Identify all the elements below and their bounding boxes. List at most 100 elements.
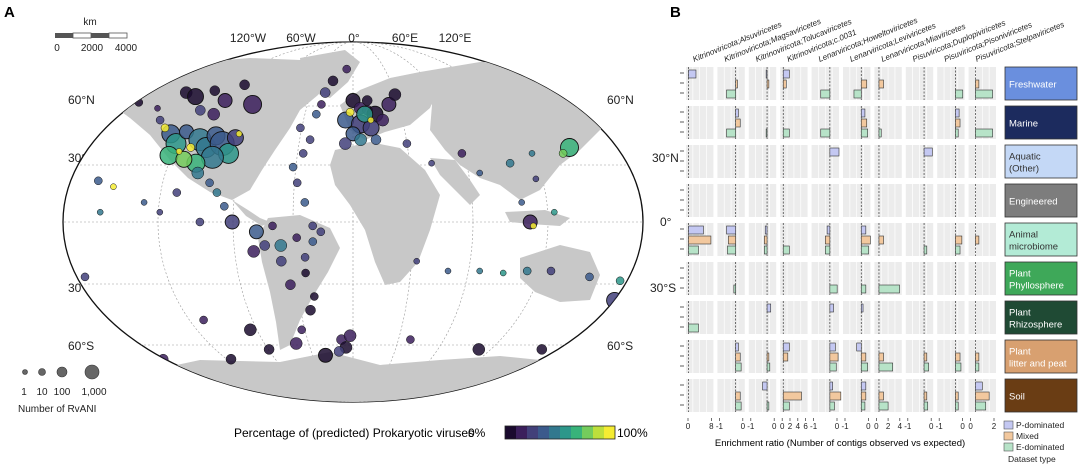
x-tick-label: 0 <box>866 422 871 431</box>
enrichment-bar <box>764 225 768 235</box>
enrichment-bar <box>860 235 871 245</box>
sample-point <box>499 269 507 277</box>
sample-point <box>199 315 208 325</box>
enrichment-bar <box>764 245 768 255</box>
enrichment-bar <box>735 362 742 372</box>
x-tick-label: -1 <box>716 422 724 431</box>
sample-point <box>175 148 183 155</box>
enrichment-bar <box>860 225 867 235</box>
sample-point <box>308 221 317 231</box>
lon-label: 120°W <box>230 31 267 45</box>
sample-point <box>160 123 170 133</box>
sample-point <box>288 162 298 172</box>
enrichment-bar <box>782 79 787 89</box>
sample-point <box>276 255 287 267</box>
legend-swatch-e-dominated <box>1003 442 1014 452</box>
enrichment-bar <box>975 352 980 362</box>
sample-point <box>217 93 233 108</box>
legend-label: Mixed <box>1016 431 1039 441</box>
enrichment-bar <box>766 303 772 313</box>
sample-point <box>205 178 214 188</box>
colorbar-step <box>604 426 615 439</box>
color-legend: Percentage of (predicted) Prokaryotic vi… <box>234 425 648 440</box>
enrichment-bar <box>826 225 831 235</box>
sample-point <box>472 343 486 356</box>
color-legend-bar <box>504 425 616 440</box>
enrichment-bar <box>923 147 933 157</box>
enrichment-bar <box>829 391 842 401</box>
sample-point <box>172 188 182 197</box>
x-tick-label: 0 <box>874 422 879 431</box>
sample-point <box>444 267 452 275</box>
sample-point <box>457 149 467 158</box>
category-label: Plant <box>1009 308 1031 319</box>
sample-point <box>220 202 229 211</box>
enrichment-bar <box>735 118 741 128</box>
enrichment-bar <box>688 225 704 235</box>
enrichment-xlabel: Enrichment ratio (Number of contigs obse… <box>715 438 965 449</box>
sample-point <box>224 214 240 230</box>
lon-label: 120°E <box>439 31 472 45</box>
lat-label-right: 30°S <box>650 281 676 295</box>
enrichment-bar <box>824 235 831 245</box>
lon-label: 60°E <box>392 31 418 45</box>
enrichment-bar <box>766 401 770 411</box>
scale-unit: km <box>83 17 96 28</box>
enrichment-bar <box>829 381 833 391</box>
enrichment-bar <box>829 401 835 411</box>
enrichment-bar <box>856 342 862 352</box>
enrichment-bar <box>782 391 802 401</box>
colorbar-step <box>516 426 527 439</box>
category-swatch <box>1004 66 1078 101</box>
enrichment-bar <box>726 128 736 138</box>
x-tick-label: 0 <box>960 422 965 431</box>
x-tick-label: -1 <box>936 422 944 431</box>
enrichment-bar <box>860 284 867 294</box>
enrichment-bar <box>860 128 868 138</box>
colorbar-step <box>593 426 604 439</box>
category-label: Rhizosphere <box>1009 320 1062 331</box>
enrichment-bar <box>829 342 836 352</box>
enrichment-bar <box>955 401 959 411</box>
enrichment-bar <box>782 401 790 411</box>
colorbar-step <box>582 426 593 439</box>
x-tick-label: 8 <box>709 422 714 431</box>
sample-point <box>367 116 375 124</box>
size-legend-title: Number of RvANI <box>18 404 96 415</box>
sample-point <box>274 239 288 252</box>
scale-tick: 2000 <box>81 43 104 54</box>
enrichment-bar <box>878 235 884 245</box>
scale-segment <box>72 32 92 39</box>
enrichment-bar <box>860 381 867 391</box>
land-australia <box>520 245 600 302</box>
sample-point <box>528 150 536 157</box>
x-tick-label: 2 <box>788 422 793 431</box>
sample-point <box>370 134 382 145</box>
enrichment-bar <box>728 235 736 245</box>
enrichment-bar <box>860 391 867 401</box>
sample-point <box>532 175 540 183</box>
enrichment-bar <box>923 391 928 401</box>
category-box: Soil <box>1004 378 1078 413</box>
sample-point <box>301 268 310 278</box>
x-tick-label: 0 <box>780 422 785 431</box>
sample-point <box>413 257 420 265</box>
category-label: Aquatic <box>1009 152 1041 163</box>
sample-point <box>296 123 305 133</box>
category-label: Soil <box>1009 392 1025 403</box>
x-tick-label: -1 <box>841 422 849 431</box>
category-swatch <box>1004 339 1078 374</box>
color-legend-title: Percentage of (predicted) Prokaryotic vi… <box>234 426 474 440</box>
sample-point <box>157 353 169 365</box>
enrichment-bar <box>782 342 790 352</box>
x-tick-label: -1 <box>904 422 912 431</box>
lat-label-right: 60°S <box>607 339 633 353</box>
scale-segment <box>55 33 73 38</box>
scale-tick: 0 <box>54 43 60 54</box>
sample-point <box>243 94 263 114</box>
sample-point <box>428 159 435 167</box>
x-tick-label: 0 <box>741 422 746 431</box>
category-label: Marine <box>1009 119 1038 130</box>
